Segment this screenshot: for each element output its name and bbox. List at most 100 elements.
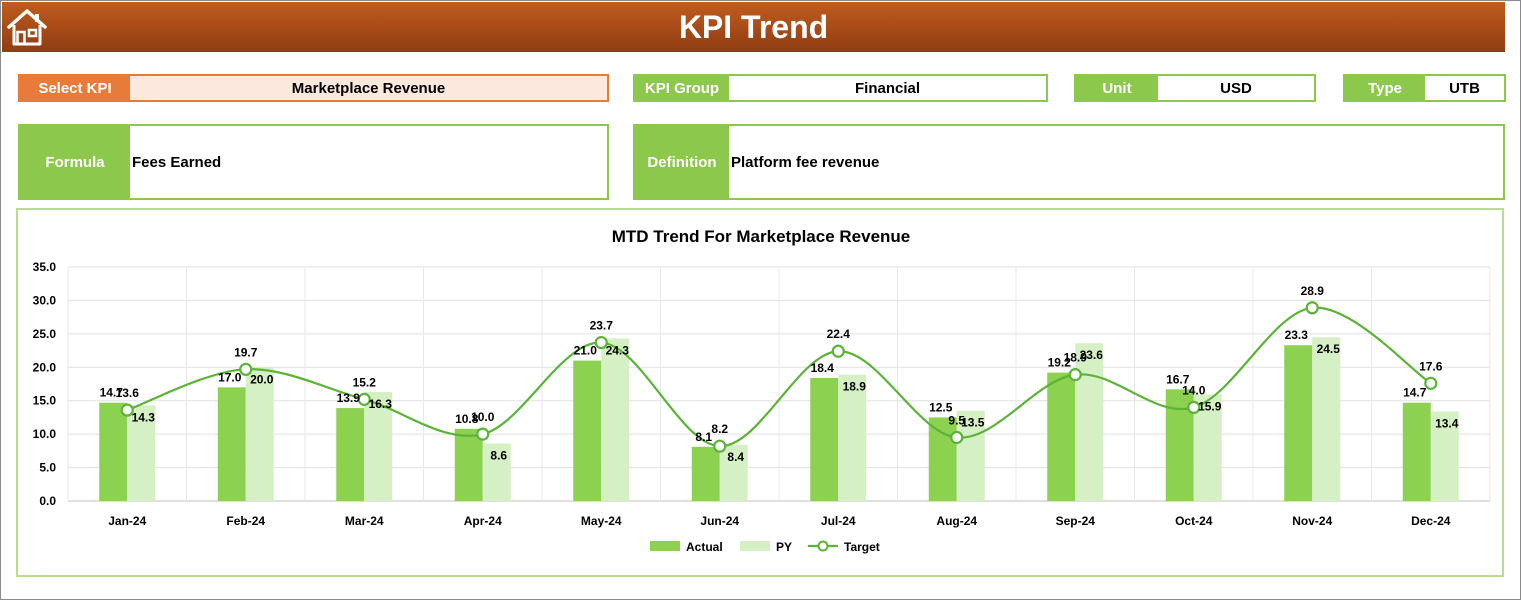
data-label-py: 8.4 xyxy=(727,450,744,464)
data-label-py: 13.4 xyxy=(1435,416,1459,430)
data-label-target: 14.0 xyxy=(1182,383,1206,397)
data-label-py: 16.3 xyxy=(369,397,393,411)
target-marker xyxy=(831,344,845,358)
y-tick-label: 10.0 xyxy=(33,427,57,441)
definition-value: Platform fee revenue xyxy=(731,153,880,171)
bar-py xyxy=(1075,343,1104,501)
y-tick-label: 25.0 xyxy=(33,327,57,341)
y-tick-label: 15.0 xyxy=(33,394,57,408)
bar-py xyxy=(127,405,156,501)
data-label-py: 20.0 xyxy=(250,372,274,386)
legend-marker-target xyxy=(817,540,829,552)
target-marker xyxy=(594,335,608,350)
x-tick-label: Jul-24 xyxy=(821,514,856,528)
kpi-group-field: KPI Group Financial xyxy=(633,74,1048,102)
data-label-py: 8.6 xyxy=(490,449,507,463)
y-tick-label: 35.0 xyxy=(33,260,57,274)
bar-actual xyxy=(691,446,720,501)
data-label-target: 17.6 xyxy=(1419,359,1443,373)
home-icon[interactable] xyxy=(6,6,48,48)
unit-label: Unit xyxy=(1076,76,1158,100)
x-tick-label: Jun-24 xyxy=(700,514,739,528)
data-label-py: 23.6 xyxy=(1080,348,1104,362)
bar-actual xyxy=(1047,372,1076,501)
bar-py xyxy=(1312,337,1341,501)
data-label-py: 18.9 xyxy=(843,380,867,394)
target-marker xyxy=(1068,368,1082,382)
y-tick-label: 5.0 xyxy=(39,461,56,475)
type-field: Type UTB xyxy=(1343,74,1506,102)
unit-value: USD xyxy=(1158,76,1314,100)
data-label-target: 22.4 xyxy=(827,327,851,341)
select-kpi-label: Select KPI xyxy=(20,76,130,100)
data-label-target: 28.9 xyxy=(1301,284,1325,298)
x-tick-label: Feb-24 xyxy=(226,514,265,528)
target-marker xyxy=(120,403,134,417)
bar-py xyxy=(245,367,274,501)
data-label-actual: 13.9 xyxy=(337,391,361,405)
definition-box: Definition Platform fee revenue xyxy=(633,124,1505,200)
data-label-py: 24.3 xyxy=(606,344,630,358)
header-bar: KPI Trend xyxy=(2,2,1505,52)
target-marker xyxy=(357,392,371,406)
target-marker xyxy=(713,439,727,453)
chart-container: MTD Trend For Marketplace Revenue 0.0 5.0 1… xyxy=(16,208,1504,577)
bar-actual xyxy=(573,360,602,501)
data-label-actual: 23.3 xyxy=(1285,328,1309,342)
data-label-actual: 19.2 xyxy=(1048,356,1072,370)
x-tick-label: Dec-24 xyxy=(1411,514,1451,528)
target-marker xyxy=(1187,400,1201,414)
kpi-group-label: KPI Group xyxy=(635,76,729,100)
data-label-target: 10.0 xyxy=(471,410,495,424)
mtd-trend-chart: MTD Trend For Marketplace Revenue 0.0 5.0 1… xyxy=(33,227,1491,554)
data-label-py: 13.5 xyxy=(961,416,985,430)
formula-label: Formula xyxy=(20,126,130,198)
select-kpi-dropdown[interactable]: Marketplace Revenue xyxy=(130,76,607,100)
y-tick-label: 0.0 xyxy=(39,494,56,508)
y-tick-label: 30.0 xyxy=(33,293,57,307)
x-tick-label: Mar-24 xyxy=(345,514,384,528)
x-tick-label: Apr-24 xyxy=(464,514,502,528)
x-tick-label: Aug-24 xyxy=(936,514,977,528)
bar-py xyxy=(364,392,393,501)
data-label-actual: 21.0 xyxy=(574,344,598,358)
bar-py xyxy=(719,444,748,501)
x-tick-label: Jan-24 xyxy=(108,514,146,528)
legend-swatch-actual xyxy=(650,541,680,551)
legend-label-actual: Actual xyxy=(686,540,723,554)
target-marker xyxy=(1305,301,1319,315)
bar-py xyxy=(838,374,867,501)
bar-actual xyxy=(810,377,839,501)
select-kpi-field: Select KPI Marketplace Revenue xyxy=(18,74,609,102)
data-label-py: 14.3 xyxy=(132,410,156,424)
y-tick-label: 20.0 xyxy=(33,360,57,374)
chart-title: MTD Trend For Marketplace Revenue xyxy=(612,227,911,246)
data-label-actual: 18.4 xyxy=(811,361,835,375)
data-label-actual: 10.8 xyxy=(455,412,479,426)
formula-box: Formula Fees Earned xyxy=(18,124,609,200)
data-label-target: 23.7 xyxy=(590,319,614,333)
data-label-py: 24.5 xyxy=(1317,342,1341,356)
definition-label: Definition xyxy=(635,126,729,198)
data-label-actual: 17.0 xyxy=(218,370,242,384)
page-title: KPI Trend xyxy=(678,9,829,45)
type-label: Type xyxy=(1345,76,1425,100)
bar-py xyxy=(956,410,985,501)
data-label-target: 9.5 xyxy=(948,413,965,427)
target-marker xyxy=(476,427,490,441)
bar-py xyxy=(1193,394,1222,501)
bar-actual xyxy=(928,417,957,501)
bar-py xyxy=(482,443,511,501)
data-label-actual: 8.1 xyxy=(695,430,712,444)
data-label-actual: 14.7 xyxy=(100,386,124,400)
data-label-actual: 12.5 xyxy=(929,400,953,414)
unit-field: Unit USD xyxy=(1074,74,1316,102)
bar-actual xyxy=(454,428,483,501)
data-label-target: 18.9 xyxy=(1064,351,1088,365)
x-tick-label: Oct-24 xyxy=(1175,514,1213,528)
x-tick-label: May-24 xyxy=(581,514,622,528)
data-label-target: 19.7 xyxy=(234,345,258,359)
legend-label-target: Target xyxy=(844,540,880,554)
bar-py xyxy=(601,338,630,501)
formula-value: Fees Earned xyxy=(132,153,222,171)
